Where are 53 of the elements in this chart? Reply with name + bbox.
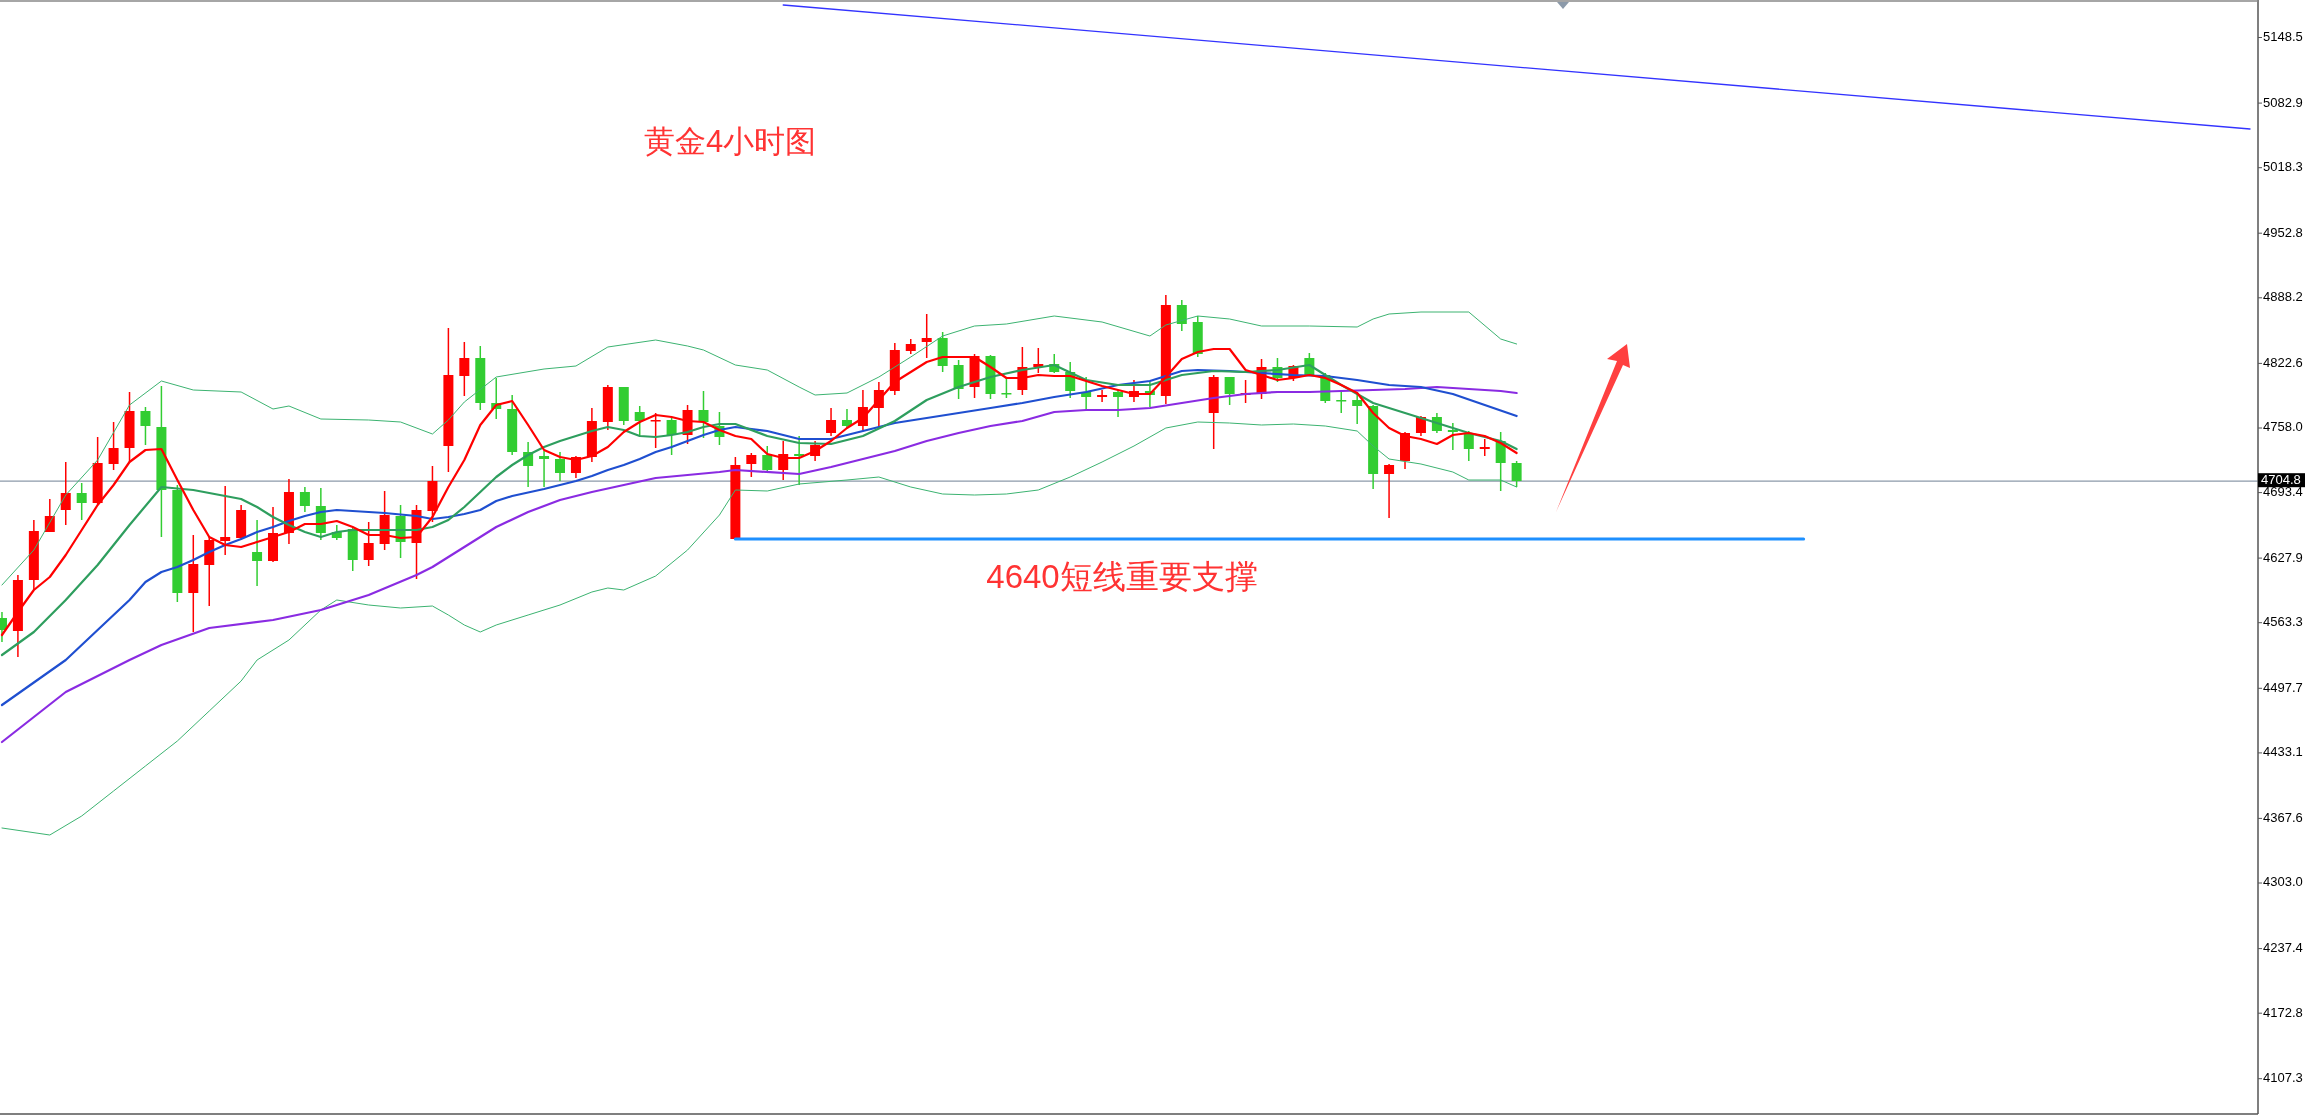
candlestick (299, 486, 310, 513)
candlestick (953, 359, 964, 400)
y-tick-label: 4237.4 (2263, 940, 2303, 956)
y-tick-label: 4433.1 (2263, 744, 2303, 760)
candlestick (1511, 460, 1522, 488)
y-tick-label: 4563.3 (2263, 614, 2303, 630)
annotation: 4640短线重要支撑 (986, 558, 1258, 595)
candlestick (634, 405, 645, 438)
y-tick-label: 4758.0 (2263, 419, 2303, 435)
candlestick (762, 445, 773, 473)
y-tick-label: 4693.4 (2263, 484, 2303, 500)
y-tick-label: 4627.9 (2263, 549, 2303, 565)
y-tick-label: 4367.6 (2263, 809, 2303, 825)
candlestick (1001, 377, 1012, 399)
candlestick (794, 435, 805, 486)
candlestick (841, 408, 852, 429)
candlestick (666, 417, 677, 456)
candlestick (363, 521, 374, 567)
y-tick-label: 4822.6 (2263, 354, 2303, 370)
candlestick (76, 482, 87, 521)
candlestick (459, 341, 470, 397)
candlestick (539, 450, 550, 488)
candlestick (1336, 391, 1347, 414)
y-tick-label: 4888.2 (2263, 289, 2303, 305)
candlestick (746, 452, 757, 478)
candlestick (826, 407, 837, 437)
candlestick (1224, 376, 1235, 406)
candlestick (1176, 299, 1187, 332)
y-tick-label: 4952.8 (2263, 224, 2303, 240)
candlestick (698, 390, 709, 439)
y-tick-label: 5018.3 (2263, 159, 2303, 175)
y-tick-label: 4497.7 (2263, 679, 2303, 695)
y-tick-label: 4107.3 (2263, 1070, 2303, 1086)
candlestick (1097, 389, 1108, 403)
y-tick-label: 5148.5 (2263, 28, 2303, 44)
y-tick-label: 4172.8 (2263, 1004, 2303, 1020)
candlestick (1113, 389, 1124, 418)
candlestick (220, 485, 231, 556)
candlestick (650, 412, 661, 449)
candlestick (60, 461, 71, 526)
candlestick (1463, 430, 1474, 462)
y-tick-label: 5082.9 (2263, 94, 2303, 110)
candlestick (1447, 422, 1458, 451)
text: 黄金4小时图 (643, 124, 817, 159)
candlestick (921, 313, 932, 359)
candlestick (1384, 463, 1395, 519)
candlestick (555, 451, 565, 482)
candlestick (108, 421, 119, 471)
ref-line-label: 4704.8 (2261, 471, 2301, 487)
candlestick (252, 519, 263, 587)
candlestick (140, 406, 151, 446)
line-series (1, 421, 1518, 836)
y-tick-label: 4303.0 (2263, 874, 2303, 890)
